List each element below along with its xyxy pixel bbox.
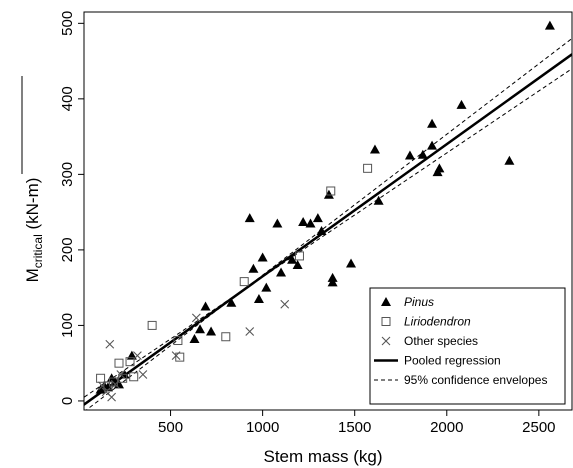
legend-other-species-label: Other species (404, 334, 478, 348)
liriodendron-point (294, 251, 304, 261)
pinus-point (195, 324, 206, 334)
legend-pinus-swatch (381, 297, 391, 306)
x-tick-label: 2500 (522, 419, 555, 436)
y-tick-label: 500 (59, 11, 76, 36)
pinus-point (417, 149, 428, 159)
liriodendron-point (147, 320, 157, 330)
legend-other-species-swatch (381, 336, 391, 346)
y-tick-label: 100 (59, 313, 76, 338)
other-species-point (280, 299, 290, 309)
pinus-point (427, 118, 438, 128)
data-points (95, 20, 555, 402)
x-axis: 500 1000 1500 2000 2500 (158, 410, 556, 436)
pinus-point (292, 259, 303, 269)
other-species-point (245, 327, 255, 336)
pinus-point (434, 163, 445, 173)
pinus-point (456, 99, 467, 109)
pinus-point (261, 282, 272, 292)
pinus-point (253, 293, 264, 303)
pinus-point (272, 218, 283, 228)
y-axis-title: Mcritical (kN-m) (23, 178, 45, 283)
pinus-point (312, 213, 323, 223)
y-axis: 0 100 200 300 400 500 (59, 11, 84, 405)
legend-confidence-label: 95% confidence envelopes (404, 373, 547, 387)
x-tick-label: 1000 (246, 419, 279, 436)
liriodendron-point (118, 373, 128, 383)
pinus-point (200, 301, 211, 311)
other-species-point (171, 351, 181, 361)
y-tick-label: 300 (59, 162, 76, 187)
pinus-point (287, 254, 298, 264)
legend: Pinus Liriodendron Other species Pooled reg… (369, 287, 566, 405)
liriodendron-point (239, 277, 249, 287)
pinus-point (369, 144, 380, 154)
liriodendron-point (363, 163, 373, 173)
y-tick-label: 200 (59, 237, 76, 262)
pinus-point (404, 150, 415, 160)
pooled-regression-line (84, 53, 572, 407)
pinus-point (305, 218, 316, 228)
pinus-point (316, 226, 327, 236)
legend-pooled-regression-label: Pooled regression (404, 354, 501, 368)
liriodendron-point (96, 373, 106, 383)
x-tick-label: 500 (158, 419, 183, 436)
plot-area (83, 11, 573, 411)
legend-box (369, 287, 566, 405)
pinus-point (298, 216, 309, 226)
y-tick-label: 0 (59, 397, 76, 405)
pinus-point (226, 297, 237, 307)
pinus-point (346, 258, 357, 268)
pinus-point (189, 334, 200, 344)
x-tick-label: 1500 (338, 419, 371, 436)
liriodendron-point (129, 372, 139, 382)
liriodendron-point (175, 352, 185, 362)
other-species-point (110, 379, 120, 389)
confidence-upper (85, 38, 572, 410)
legend-liriodendron-label: Liriodendron (404, 315, 471, 329)
other-species-point (138, 370, 148, 379)
liriodendron-point (173, 336, 183, 346)
pinus-point (244, 213, 255, 223)
y-tick-label: 400 (59, 86, 76, 111)
x-axis-title: Stem mass (kg) (263, 447, 382, 466)
other-species-point (107, 392, 117, 402)
pinus-point (373, 195, 384, 205)
other-species-point (98, 381, 107, 391)
pinus-point (327, 277, 338, 287)
pinus-point (206, 326, 217, 336)
liriodendron-point (326, 186, 336, 196)
liriodendron-point (221, 332, 231, 342)
x-tick-label: 2000 (430, 419, 463, 436)
other-species-point (133, 351, 142, 361)
legend-pinus-label: Pinus (404, 295, 434, 309)
pinus-point (504, 155, 515, 165)
plot-frame (83, 11, 573, 411)
pinus-point (544, 20, 555, 30)
pinus-point (327, 272, 338, 282)
liriodendron-point (125, 357, 135, 367)
other-species-point (105, 339, 115, 349)
other-species-point (191, 313, 201, 323)
pinus-point (276, 267, 287, 277)
regression-line (84, 53, 572, 407)
other-species-point (116, 370, 126, 379)
legend-liriodendron-swatch (381, 317, 391, 326)
liriodendron-point (114, 358, 124, 368)
pinus-point (427, 140, 438, 150)
pinus-point (257, 252, 268, 262)
pinus-point (323, 189, 334, 199)
pinus-point (248, 263, 259, 273)
